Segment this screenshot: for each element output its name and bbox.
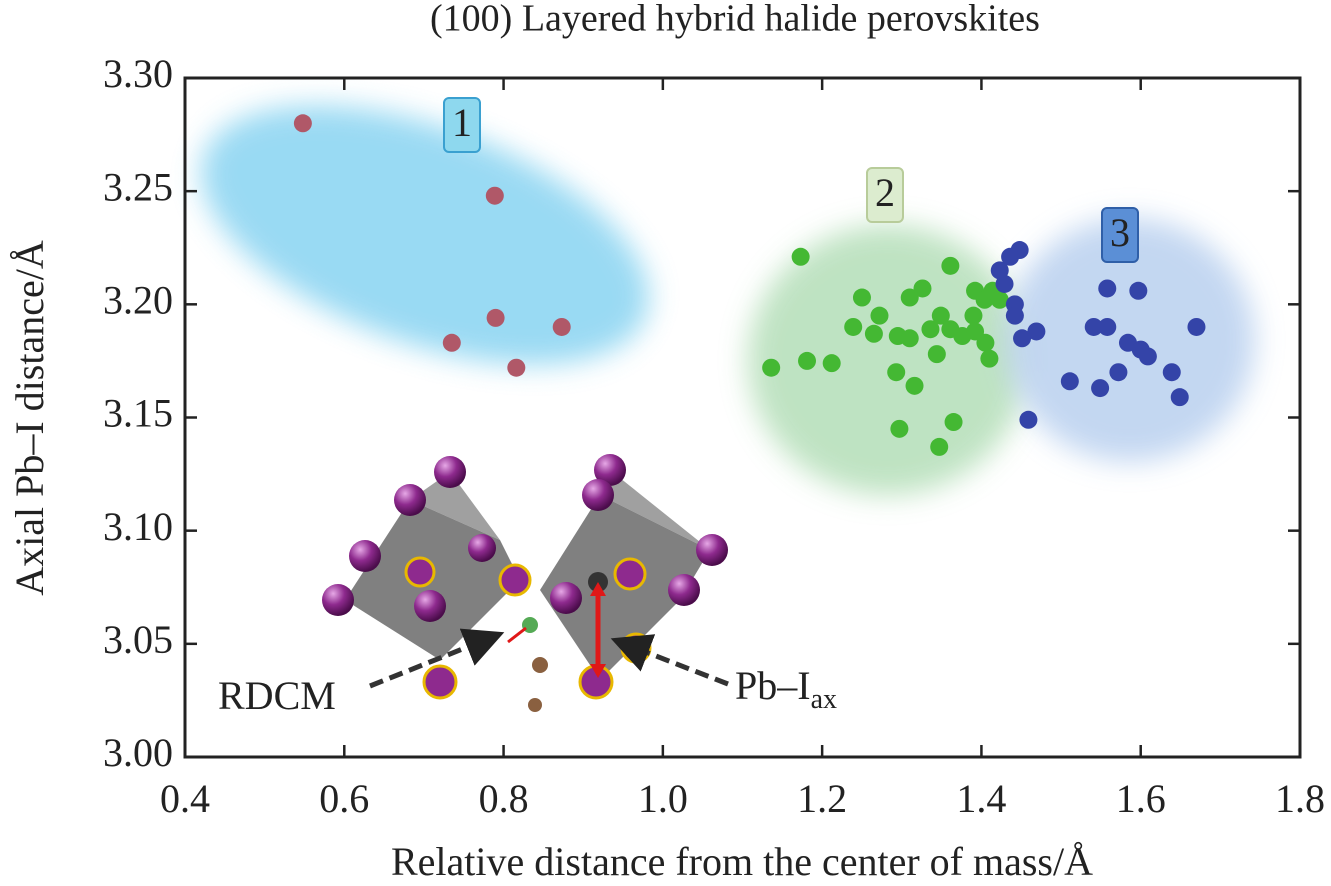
point [1187,317,1206,336]
point [1091,379,1110,398]
x-tick-label: 0.8 [479,776,529,821]
point [1129,281,1148,300]
structure-inset [322,454,729,712]
series-label: 3 [1110,210,1130,255]
point [990,261,1009,280]
point [900,329,919,348]
point [944,413,963,432]
point [990,290,1009,309]
x-tick-label: 1.6 [1116,776,1166,821]
point [1005,306,1024,325]
x-axis-label: Relative distance from the center of mas… [391,839,1093,884]
point [485,186,504,205]
point [1109,363,1128,382]
x-tick-label: 0.6 [319,776,369,821]
point [870,306,889,325]
point [822,354,841,373]
series-label-box [1101,207,1139,263]
point [507,358,526,377]
point [905,376,924,395]
point [941,256,960,275]
series-label: 2 [875,170,895,215]
point [1013,329,1032,348]
point [1001,247,1020,266]
point [1162,363,1181,382]
chart-title: (100) Layered hybrid halide perovskites [430,0,1040,40]
point [791,247,810,266]
annotation: Pb–Iax [735,663,837,715]
x-tick-label: 0.4 [160,776,210,821]
point [980,349,999,368]
cluster-regions [201,105,1255,495]
point [921,320,940,339]
point [1027,322,1046,341]
point [927,345,946,364]
point [552,317,571,336]
point [1019,410,1038,429]
point [887,363,906,382]
point [1084,317,1103,336]
point [1098,279,1117,298]
x-tick-label: 1.2 [797,776,847,821]
point [1170,388,1189,407]
point [798,351,817,370]
annotation-subscript: ax [811,684,837,715]
point [844,317,863,336]
x-tick-label: 1.8 [1275,776,1325,821]
series-label-box [866,167,904,223]
series-label-box [443,97,481,153]
point [976,333,995,352]
annotation-text: Pb–I [735,663,811,708]
y-axis-label: Axial Pb–I distance/Å [7,240,52,596]
point [864,324,883,343]
y-tick-label: 3.25 [103,164,173,209]
y-tick-label: 3.10 [103,504,173,549]
point [1098,317,1117,336]
y-tick-label: 3.15 [103,391,173,436]
point [762,358,781,377]
plot-area [293,114,1206,456]
y-tick-label: 3.00 [103,730,173,775]
series-label: 1 [452,100,472,145]
point [1060,372,1079,391]
y-tick-label: 3.05 [103,617,173,662]
point [852,288,871,307]
point [900,288,919,307]
point [1138,347,1157,366]
y-tick-label: 3.20 [103,278,173,323]
point [995,274,1014,293]
point [890,419,909,438]
point [442,333,461,352]
point [913,279,932,298]
point [293,114,312,133]
point [486,308,505,327]
point [931,306,950,325]
annotation: RDCM [218,673,336,718]
y-tick-label: 3.30 [103,51,173,96]
x-tick-label: 1.4 [956,776,1006,821]
point [964,306,983,325]
point [930,437,949,456]
x-tick-label: 1.0 [638,776,688,821]
